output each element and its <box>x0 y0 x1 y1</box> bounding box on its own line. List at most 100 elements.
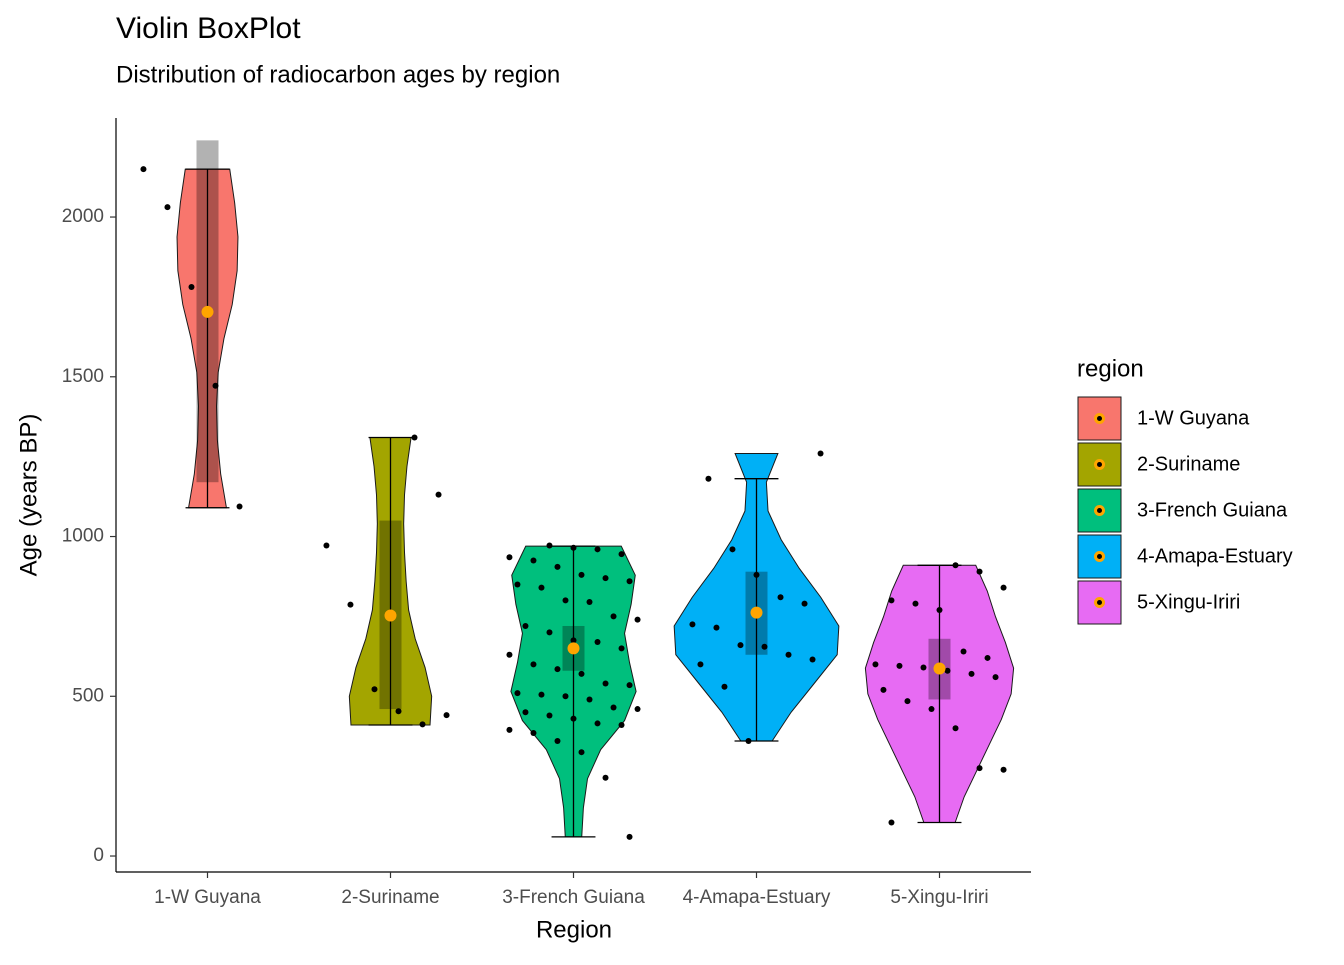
data-point <box>618 645 625 652</box>
x-tick-label: 1-W Guyana <box>154 887 261 908</box>
data-point <box>753 571 760 578</box>
data-point <box>586 599 593 606</box>
legend-dot-inner <box>1097 554 1102 559</box>
legend-label: 3-French Guiana <box>1137 499 1288 521</box>
legend-title: region <box>1077 355 1144 382</box>
y-tick-label: 1000 <box>62 526 104 547</box>
center-point <box>933 662 946 675</box>
data-point <box>522 622 529 629</box>
data-point <box>721 683 728 690</box>
data-point <box>872 661 879 668</box>
data-point <box>968 670 975 677</box>
data-point <box>976 765 983 772</box>
data-point <box>634 706 641 713</box>
data-point <box>626 578 633 585</box>
data-point <box>411 434 418 441</box>
x-tick-label: 5-Xingu-Iriri <box>890 887 988 908</box>
data-point <box>896 662 903 669</box>
y-tick-label: 0 <box>93 845 104 866</box>
data-point <box>729 546 736 553</box>
data-point <box>443 712 450 719</box>
data-point <box>912 600 919 607</box>
data-point <box>371 686 378 693</box>
data-point <box>697 661 704 668</box>
data-point <box>538 691 545 698</box>
data-point <box>745 738 752 745</box>
chart-subtitle: Distribution of radiocarbon ages by regi… <box>116 61 560 88</box>
data-point <box>880 686 887 693</box>
data-point <box>626 682 633 689</box>
legend-dot-inner <box>1097 508 1102 513</box>
data-point <box>586 696 593 703</box>
chart-title: Violin BoxPlot <box>116 12 301 45</box>
legend-label: 1-W Guyana <box>1137 407 1250 429</box>
data-point <box>928 706 935 713</box>
data-point <box>705 475 712 482</box>
data-point <box>785 651 792 658</box>
data-point <box>602 575 609 582</box>
data-point <box>578 670 585 677</box>
data-point <box>530 730 537 737</box>
data-point <box>594 546 601 553</box>
data-point <box>761 643 768 650</box>
data-point <box>634 616 641 623</box>
data-point <box>936 607 943 614</box>
legend-dot-inner <box>1097 600 1102 605</box>
data-point <box>952 725 959 732</box>
y-tick-label: 2000 <box>62 206 104 227</box>
data-point <box>530 661 537 668</box>
legend-dot-inner <box>1097 416 1102 421</box>
data-point <box>992 674 999 681</box>
data-point <box>960 648 967 655</box>
data-point <box>323 542 330 549</box>
data-point <box>1000 584 1007 591</box>
data-point <box>395 708 402 715</box>
data-point <box>435 491 442 498</box>
data-point <box>554 738 561 745</box>
data-point <box>944 667 951 674</box>
data-point <box>578 749 585 756</box>
x-tick-label: 2-Suriname <box>341 887 439 908</box>
data-point <box>562 597 569 604</box>
data-point <box>514 581 521 588</box>
data-point <box>506 554 513 561</box>
data-point <box>952 562 959 569</box>
data-point <box>546 542 553 549</box>
x-tick-label: 4-Amapa-Estuary <box>683 887 831 908</box>
data-point <box>984 654 991 661</box>
y-tick-label: 500 <box>72 685 104 706</box>
data-point <box>618 551 625 558</box>
legend-dot-inner <box>1097 462 1102 467</box>
center-point <box>750 606 763 619</box>
data-point <box>809 656 816 663</box>
data-point <box>514 690 521 697</box>
data-point <box>888 819 895 826</box>
x-tick-label: 3-French Guiana <box>502 887 645 908</box>
data-point <box>554 563 561 570</box>
data-point <box>801 600 808 607</box>
data-point <box>737 642 744 649</box>
data-point <box>538 584 545 591</box>
data-point <box>594 720 601 727</box>
data-point <box>562 693 569 700</box>
data-point <box>904 698 911 705</box>
data-point <box>713 624 720 631</box>
center-point <box>567 642 580 655</box>
data-point <box>419 721 426 728</box>
data-point <box>1000 766 1007 773</box>
data-point <box>626 833 633 840</box>
data-point <box>570 715 577 722</box>
data-point <box>347 601 354 608</box>
y-axis-title: Age (years BP) <box>15 414 42 577</box>
data-point <box>817 450 824 457</box>
data-point <box>976 568 983 575</box>
data-point <box>506 726 513 733</box>
data-point <box>777 594 784 601</box>
data-point <box>212 382 219 389</box>
data-point <box>236 503 243 510</box>
data-point <box>689 621 696 628</box>
data-point <box>602 774 609 781</box>
data-point <box>570 637 577 644</box>
data-point <box>602 680 609 687</box>
